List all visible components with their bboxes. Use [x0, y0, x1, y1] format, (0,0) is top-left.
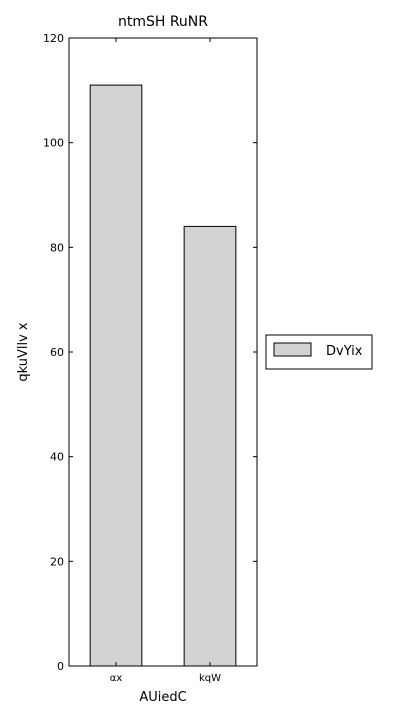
chart-title: ntmSH RuNR: [118, 14, 208, 30]
x-tick-label-1: kqW: [199, 673, 221, 684]
bars-group: [89, 84, 237, 667]
bar-1: [183, 225, 237, 667]
y-tick-label-4: 80: [50, 241, 64, 254]
y-tick-label-1: 20: [50, 555, 64, 568]
y-axis-ticks: 0 20 40 60 80 100 120: [43, 32, 257, 673]
y-tick-label-2: 40: [50, 451, 64, 464]
bar-0: [89, 84, 143, 667]
legend-swatch: [273, 342, 312, 357]
y-tick-label-5: 100: [43, 137, 64, 150]
x-tick-label-0: αx: [110, 673, 123, 684]
legend: DvYix: [265, 334, 373, 370]
x-axis-label: AUiedC: [139, 690, 186, 705]
plot-area: 0 20 40 60 80 100 120 αx kqW: [43, 32, 258, 684]
y-tick-label-0: 0: [57, 660, 64, 673]
y-tick-label-6: 120: [43, 32, 64, 45]
x-axis-ticks: αx kqW: [110, 38, 221, 684]
y-axis-label: qkuVllv x: [16, 322, 31, 382]
legend-label: DvYix: [326, 344, 363, 359]
y-tick-label-3: 60: [50, 346, 64, 359]
